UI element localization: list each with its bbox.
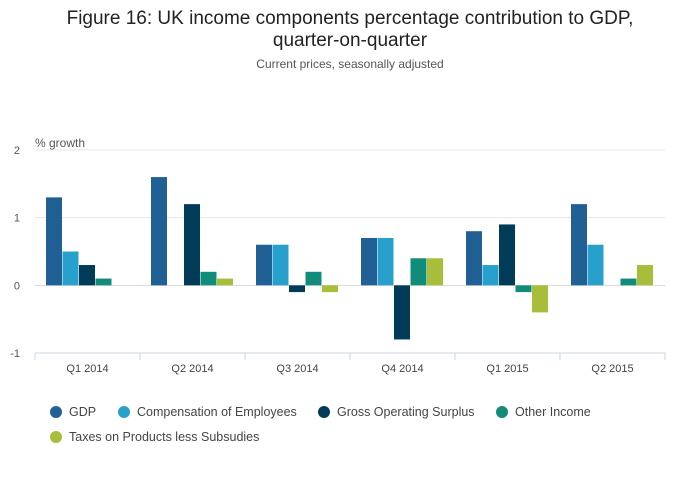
x-tick-label: Q3 2014 <box>276 363 318 375</box>
bar <box>95 278 112 286</box>
bar <box>532 285 548 313</box>
legend-label: Compensation of Employees <box>137 405 297 419</box>
legend-label: GDP <box>69 405 97 419</box>
x-tick-label: Q2 2015 <box>591 363 633 375</box>
bar <box>289 285 305 293</box>
bar <box>620 278 637 286</box>
chart-subtitle: Current prices, seasonally adjusted <box>256 57 444 71</box>
chart-title: Figure 16: UK income components percenta… <box>0 8 700 52</box>
y-tick-label: 1 <box>14 213 20 225</box>
bar <box>410 258 427 286</box>
legend-item[interactable]: Other Income <box>496 405 591 419</box>
bar <box>482 265 499 286</box>
legend-item[interactable]: Gross Operating Surplus <box>318 405 475 419</box>
chart-title-line-2: quarter-on-quarter <box>272 30 428 51</box>
bar <box>200 271 217 286</box>
legend-swatch <box>318 406 330 418</box>
bar <box>427 258 443 286</box>
bar <box>377 237 394 286</box>
bar <box>256 244 272 286</box>
bar <box>305 271 322 286</box>
y-tick-label: 2 <box>14 145 20 157</box>
legend-item[interactable]: GDP <box>50 405 96 419</box>
bar <box>571 204 587 286</box>
bar <box>62 251 79 286</box>
chart-title-line-1: Figure 16: UK income components percenta… <box>66 8 634 29</box>
y-tick-label: -1 <box>10 348 20 360</box>
legend-swatch <box>118 406 130 418</box>
bar <box>151 177 167 286</box>
bar <box>637 265 653 286</box>
bar-chart: 2 1 0 -1 % growth Q1 2014 Q2 2014 Q3 2014 Q4 201… <box>10 136 666 375</box>
x-tick-label: Q2 2014 <box>171 363 213 375</box>
legend-label: Taxes on Products less Subsudies <box>69 430 260 444</box>
bar <box>79 265 95 286</box>
legend-label: Gross Operating Surplus <box>337 405 475 419</box>
bar <box>466 231 482 286</box>
legend-item[interactable]: Taxes on Products less Subsudies <box>50 430 259 444</box>
bar <box>184 204 200 286</box>
bar <box>272 244 289 286</box>
bar <box>217 278 233 286</box>
x-tick-label: Q1 2015 <box>486 363 528 375</box>
bar <box>46 197 62 286</box>
legend-label: Other Income <box>515 405 591 419</box>
y-axis-label: % growth <box>35 136 85 150</box>
legend-item[interactable]: Compensation of Employees <box>118 405 297 419</box>
legend-swatch <box>50 406 62 418</box>
bar <box>515 285 532 293</box>
bar <box>361 237 377 286</box>
y-tick-label: 0 <box>14 280 20 292</box>
bar <box>587 244 604 286</box>
x-tick-label: Q1 2014 <box>66 363 108 375</box>
legend-swatch <box>50 431 62 443</box>
legend-swatch <box>496 406 508 418</box>
bar <box>322 285 338 293</box>
bar <box>394 285 410 340</box>
x-tick-label: Q4 2014 <box>381 363 423 375</box>
bar <box>499 224 515 286</box>
